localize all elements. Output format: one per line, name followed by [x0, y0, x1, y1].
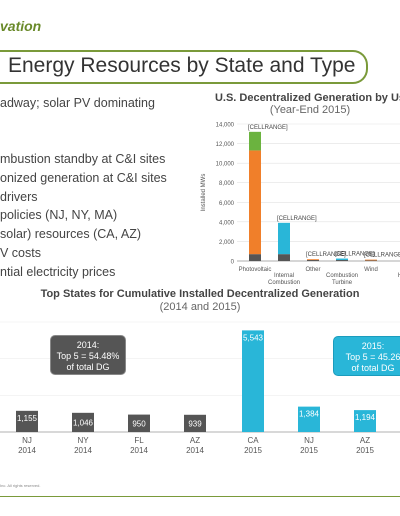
type-chart-x-tick: Other: [305, 267, 320, 273]
type-chart-bar-segment: [336, 260, 348, 261]
type-chart-bar-segment: [278, 254, 290, 261]
state-chart-value-label: 950: [132, 419, 146, 428]
state-chart-x-tick-state: AZ: [360, 436, 370, 445]
state-chart-x-tick-state: AZ: [190, 436, 200, 445]
type-chart-y-tick: 6,000: [219, 201, 235, 207]
state-chart-value-label: 1,046: [73, 418, 94, 427]
callout-2014-line1: 2014:: [76, 340, 100, 350]
page-title: Energy Resources by State and Type: [8, 54, 356, 77]
type-chart-y-label: Installed MWs: [201, 174, 207, 212]
state-chart-x-tick-year: 2015: [244, 446, 262, 455]
type-chart-y-tick: 4,000: [219, 220, 235, 226]
state-chart-value-label: 1,155: [17, 414, 38, 423]
state-chart-value-label: 1,384: [299, 410, 320, 419]
state-chart-value-label: 939: [188, 419, 202, 428]
copyright-text: Inc. All rights reserved.: [0, 483, 41, 488]
type-chart-bar-segment: [365, 259, 377, 261]
type-chart-x-tick: H: [398, 273, 400, 279]
type-chart-x-tick: Internal: [274, 273, 294, 279]
state-chart-x-tick-year: 2014: [18, 446, 36, 455]
type-chart-data-label: [CELLRANGE]: [364, 253, 400, 259]
header-tagline: vation: [0, 18, 42, 34]
type-chart-y-tick: 0: [231, 260, 235, 266]
type-chart-subtitle: (Year-End 2015): [269, 104, 351, 116]
type-chart-bar-segment: [365, 260, 377, 261]
state-chart-value-label: 5,543: [243, 333, 264, 342]
bullet-item: drivers: [0, 190, 38, 204]
state-chart-x-tick-year: 2015: [300, 446, 318, 455]
type-chart-x-tick: Combustion: [326, 273, 358, 279]
type-chart-data-label: [CELLRANGE]: [277, 216, 317, 222]
type-chart-bar-segment: [307, 259, 319, 261]
state-chart-bar: [298, 406, 320, 432]
type-chart-data-label: [CELLRANGE]: [335, 252, 375, 258]
type-chart-x-tick: Wind: [364, 267, 378, 273]
type-chart-title: U.S. Decentralized Generation by Us: [214, 92, 400, 104]
bullet-item: solar) resources (CA, AZ): [0, 227, 142, 241]
state-chart-bar: [16, 410, 38, 432]
bullet-item: V costs: [0, 246, 41, 260]
type-chart-y-tick: 14,000: [216, 123, 235, 129]
state-chart-x-tick-year: 2014: [74, 446, 92, 455]
state-chart-bar: [184, 414, 206, 432]
type-chart-x-tick: Turbine: [332, 280, 353, 286]
state-chart-bar: [242, 330, 264, 432]
type-chart-x-tick: Photovoltaic: [239, 267, 272, 273]
state-chart-x-tick-state: NJ: [22, 436, 32, 445]
type-chart-bar-segment: [278, 222, 290, 255]
type-chart-data-label: [CELLRANGE]: [306, 252, 346, 258]
type-chart-bar-segment: [336, 258, 348, 261]
state-chart-value-label: 1,194: [355, 413, 376, 422]
callout-2015-line2: Top 5 = 45.26: [345, 352, 400, 362]
callout-2015: 2015: Top 5 = 45.26 of total DG: [333, 336, 400, 376]
bullet-item: onized generation at C&I sites: [0, 171, 167, 185]
bullet-item: ntial electricity prices: [0, 265, 116, 279]
state-chart-subtitle: (2014 and 2015): [159, 301, 241, 313]
callout-2015-line1: 2015:: [361, 341, 385, 351]
state-chart-x-tick-year: 2015: [356, 446, 374, 455]
type-chart-bar-segment: [249, 150, 261, 255]
state-chart-title: Top States for Cumulative Installed Dece…: [40, 288, 360, 300]
state-chart-x-tick-year: 2014: [130, 446, 148, 455]
state-chart-bar: [72, 412, 94, 432]
type-chart-bar-segment: [249, 254, 261, 261]
bullet-item: policies (NJ, NY, MA): [0, 208, 118, 222]
type-chart-bar-segment: [249, 131, 261, 151]
bullet-item: mbustion standby at C&I sites: [0, 152, 166, 166]
state-chart-x-tick-state: CA: [247, 436, 259, 445]
state-chart-x-tick-year: 2014: [186, 446, 204, 455]
callout-2014: 2014: Top 5 = 54.48% of total DG: [50, 335, 126, 375]
type-chart-y-tick: 8,000: [219, 181, 235, 187]
type-chart-y-tick: 10,000: [216, 162, 235, 168]
type-chart-y-tick: 12,000: [216, 142, 235, 148]
type-chart-data-label: [CELLRANGE]: [248, 125, 288, 131]
type-chart-x-tick: Combustion: [268, 280, 300, 286]
callout-2014-line2: Top 5 = 54.48%: [56, 351, 120, 361]
callout-2014-line3: of total DG: [66, 362, 110, 372]
state-chart-x-tick-state: NJ: [304, 436, 314, 445]
bullet-item: adway; solar PV dominating: [0, 96, 155, 110]
state-chart-bar: [354, 410, 376, 432]
callout-2015-line3: of total DG: [351, 363, 395, 373]
footer-divider: [0, 496, 400, 497]
state-chart-x-tick-state: NY: [77, 436, 89, 445]
type-chart-y-tick: 2,000: [219, 240, 235, 246]
state-chart-bar: [128, 414, 150, 432]
type-chart-bar-segment: [307, 260, 319, 261]
state-chart-x-tick-state: FL: [134, 436, 144, 445]
title-banner: [0, 50, 368, 84]
